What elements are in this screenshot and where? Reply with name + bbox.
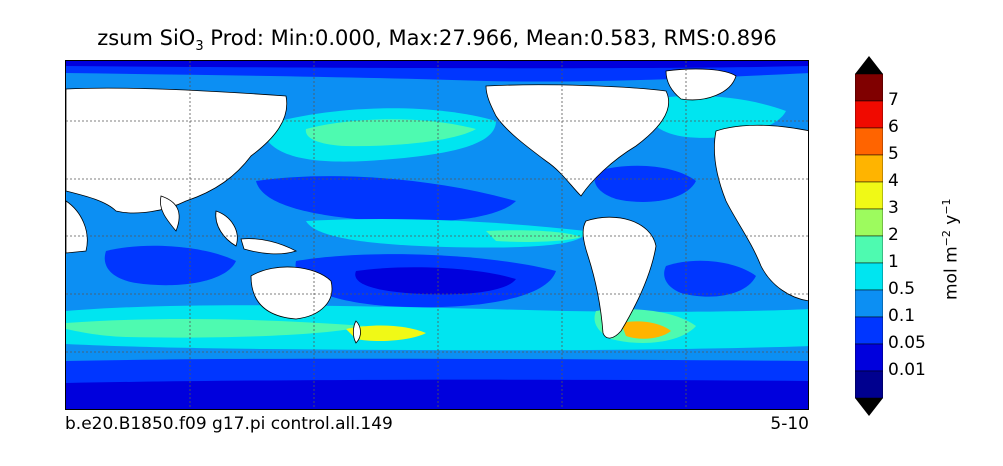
colorbar-tick-label: 0.05 [888,333,926,353]
npac-green [305,119,476,147]
arctic-core [66,61,808,69]
satl-gyre [664,260,756,297]
ocean-field-map [66,61,808,409]
colorbar-swatch [855,262,883,291]
indonesia [240,238,298,255]
colorbar-tick-label: 5 [888,144,899,164]
colorbar-tick-label: 7 [888,90,899,110]
colorbar-tick-label: 1 [888,252,899,272]
natl-gyre [594,165,696,202]
colorbar [855,56,883,416]
eq-green [486,230,581,242]
so-green-w [66,319,366,338]
colorbar-top-arrow [855,56,883,74]
se-asia [215,210,238,247]
colorbar-units: mol m−2 y−1 [940,198,962,300]
graticule [66,61,808,409]
so-yellow [346,325,426,341]
colorbar-swatch [855,208,883,237]
colorbar-swatch [855,235,883,264]
north-america [485,84,669,197]
map-title: zsum SiO3 Prod: Min:0.000, Max:27.966, M… [97,26,777,55]
indian-gyre [104,245,236,286]
land-masses [66,68,808,344]
india [159,195,180,232]
colorbar-swatch [855,316,883,345]
new-zealand [352,320,361,344]
colorbar-tick-label: 0.5 [888,279,916,299]
spac-core [355,267,516,295]
antarctic-core [66,379,808,409]
patagonia-orange [621,321,671,339]
colorbar-bottom-arrow [855,398,883,416]
eurasia [66,87,288,214]
greenland [665,68,737,101]
africa-europe [713,124,808,302]
colorbar-swatch [855,154,883,183]
australia [250,266,333,320]
years-label: 5-10 [770,414,809,434]
colorbar-swatch [855,127,883,156]
colorbar-tick-label: 4 [888,171,899,191]
south-america [582,216,657,339]
colorbar-tick-label: 0.01 [888,360,926,380]
colorbar-swatch [855,370,883,399]
colorbar-tick-label: 3 [888,198,899,218]
africa-east-coast [66,200,88,254]
colorbar-swatch [855,343,883,372]
colorbar-tick-label: 0.1 [888,306,916,326]
colorbar-swatch [855,181,883,210]
colorbar-tick-label: 6 [888,117,899,137]
case-name-label: b.e20.B1850.f09 g17.pi control.all.149 [65,414,393,434]
colorbar-tick-label: 2 [888,225,899,245]
colorbar-swatch [855,289,883,318]
colorbar-swatch [855,73,883,102]
npac-gyre [256,176,516,222]
colorbar-swatch [855,100,883,129]
map-panel [65,60,809,410]
